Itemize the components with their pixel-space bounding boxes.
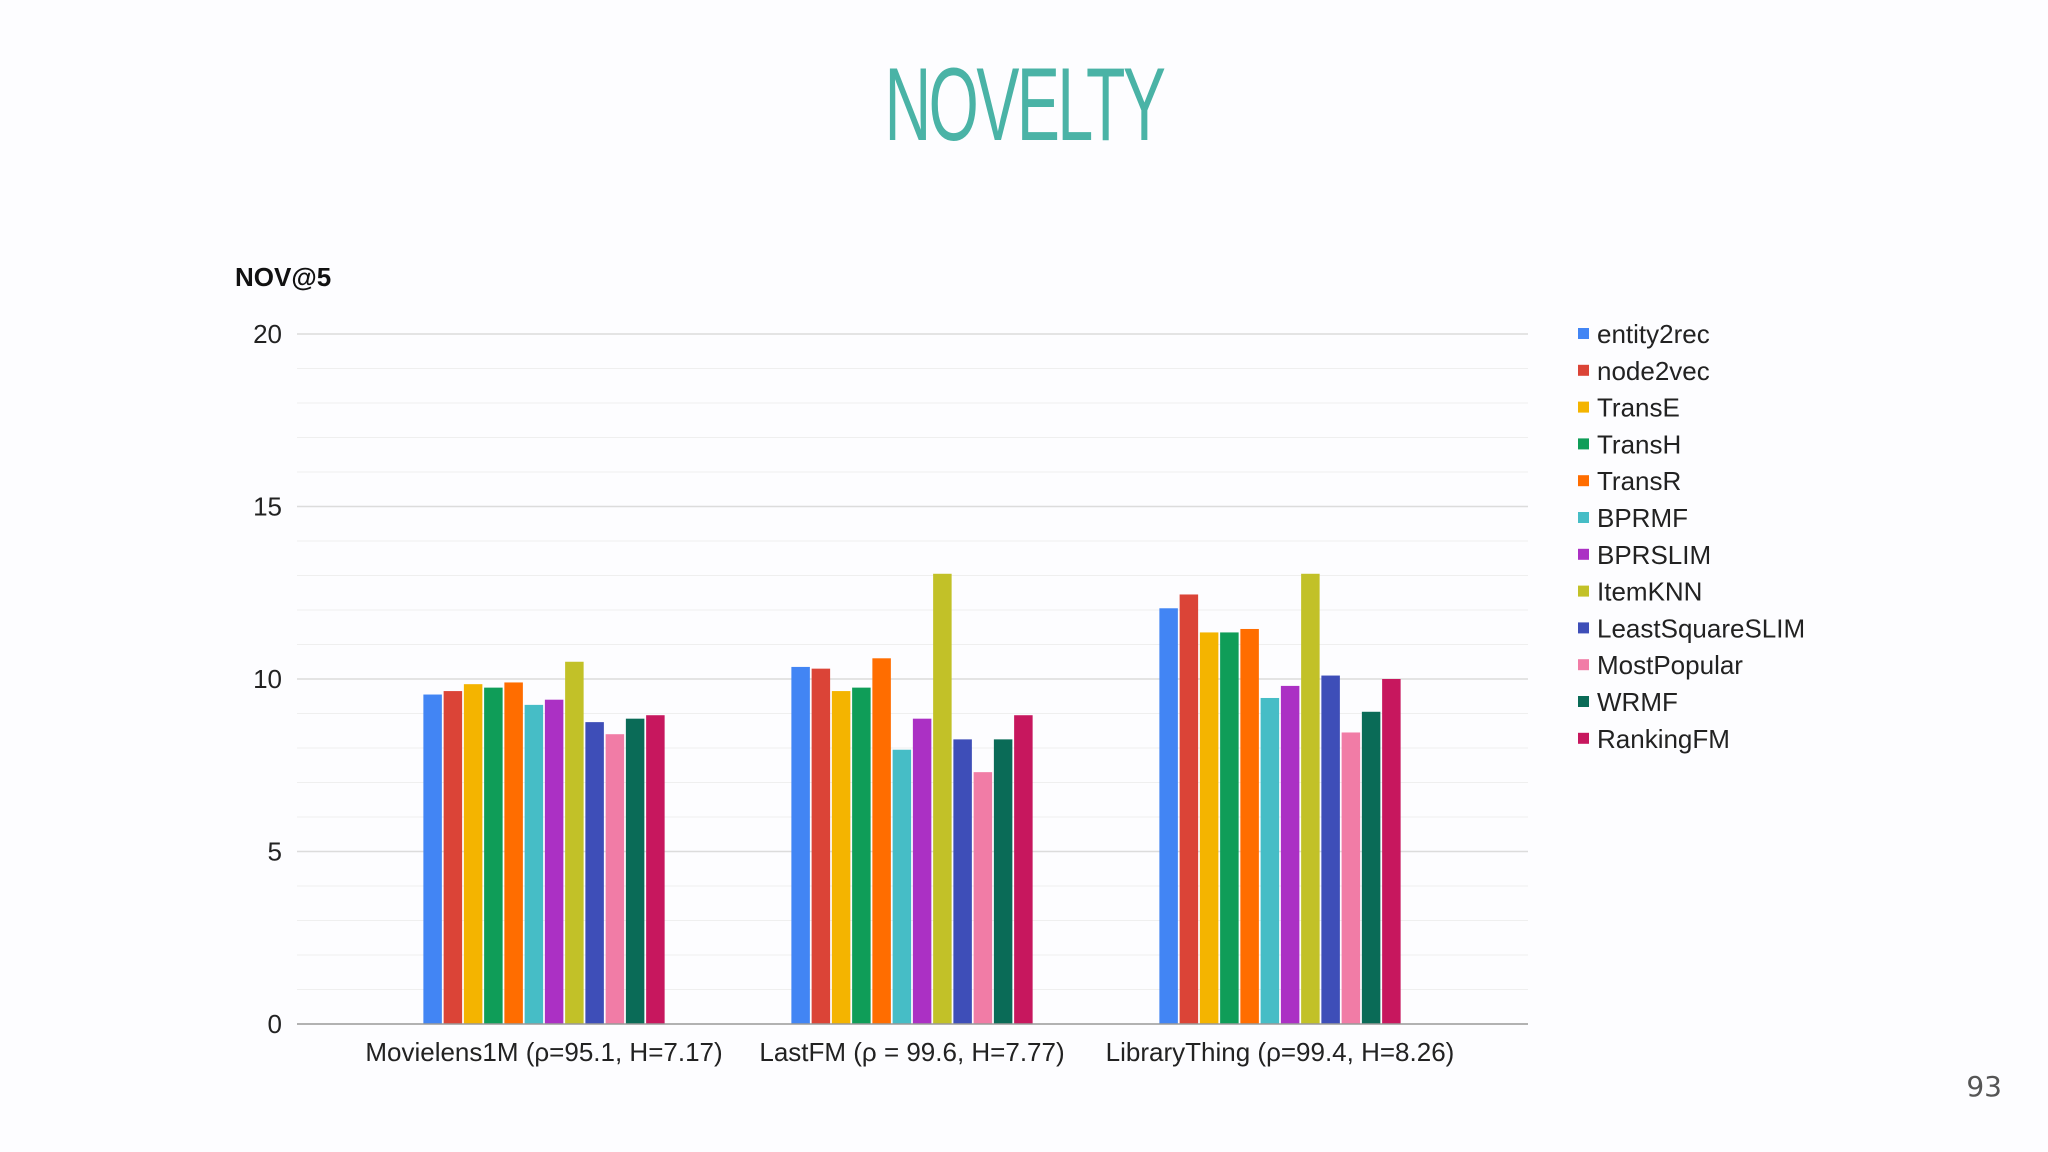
bar-mostpopular-3 (1341, 732, 1361, 1024)
bar-bprmf-2 (892, 749, 912, 1024)
legend-swatch (1578, 475, 1589, 487)
bar-bprslim-1 (544, 699, 564, 1024)
bar-leastsquareslim-1 (585, 722, 604, 1024)
legend-swatch (1578, 438, 1589, 450)
bar-itemknn-2 (933, 573, 952, 1024)
bar-bprslim-2 (912, 718, 932, 1024)
legend-label: BPRMF (1597, 503, 1688, 533)
bar-transh-1 (484, 687, 503, 1024)
legend-label: WRMF (1597, 687, 1678, 717)
bar-rankingfm-1 (646, 715, 665, 1024)
bar-wrmf-3 (1361, 711, 1381, 1024)
y-tick-label: 15 (253, 492, 282, 522)
legend-label: ItemKNN (1597, 577, 1702, 607)
legend: entity2rec node2vec TransE TransH TransR BPRM… (1578, 319, 1805, 754)
bar-node2vec-1 (443, 691, 463, 1024)
bar-itemknn-1 (565, 661, 584, 1024)
bar-wrmf-1 (625, 718, 645, 1024)
legend-label: RankingFM (1597, 724, 1730, 754)
bar-bprmf-1 (524, 704, 544, 1024)
bar-transh-3 (1220, 632, 1239, 1024)
bar-rankingfm-2 (1014, 715, 1033, 1024)
y-tick-label: 5 (268, 837, 282, 867)
bar-leastsquareslim-3 (1321, 675, 1340, 1024)
bars (423, 573, 1401, 1024)
legend-label: TransE (1597, 393, 1680, 423)
bar-transe-2 (831, 691, 851, 1024)
bar-transr-3 (1240, 628, 1259, 1024)
legend-swatch (1578, 732, 1589, 744)
y-tick-label: 20 (253, 319, 282, 349)
bar-entity2rec-3 (1159, 608, 1178, 1024)
y-tick-label: 10 (253, 664, 282, 694)
bar-mostpopular-2 (973, 772, 993, 1024)
legend-label: LeastSquareSLIM (1597, 613, 1805, 643)
legend-swatch (1578, 401, 1589, 413)
bar-bprmf-3 (1260, 697, 1280, 1024)
legend-label: BPRSLIM (1597, 540, 1711, 570)
x-tick-labels: Movielens1M (ρ=95.1, H=7.17) LastFM (ρ = … (365, 1037, 1454, 1067)
bar-itemknn-3 (1301, 573, 1320, 1024)
bar-rankingfm-3 (1382, 679, 1401, 1024)
bar-transe-1 (463, 684, 483, 1024)
legend-swatch (1578, 548, 1589, 560)
bar-wrmf-2 (993, 739, 1013, 1024)
legend-swatch (1578, 622, 1589, 634)
legend-label: TransH (1597, 429, 1681, 459)
bar-entity2rec-1 (423, 694, 442, 1024)
y-tick-label: 0 (268, 1009, 282, 1039)
page-number: 93 (1966, 1070, 2002, 1103)
bar-transr-1 (504, 682, 523, 1024)
bar-transh-2 (852, 687, 871, 1024)
slide-title: NOVELTY (884, 47, 1166, 163)
bar-node2vec-2 (811, 668, 831, 1024)
legend-label: TransR (1597, 466, 1681, 496)
bar-mostpopular-1 (605, 734, 625, 1024)
bar-transe-3 (1199, 632, 1219, 1024)
bar-transr-2 (872, 658, 891, 1024)
bar-node2vec-3 (1179, 594, 1199, 1024)
bar-leastsquareslim-2 (953, 739, 972, 1024)
legend-swatch (1578, 364, 1589, 376)
y-tick-labels: 0 5 10 15 20 (253, 319, 282, 1039)
legend-swatch (1578, 585, 1589, 597)
x-tick-label: Movielens1M (ρ=95.1, H=7.17) (365, 1037, 722, 1067)
y-axis-label: NOV@5 (235, 262, 331, 292)
bar-entity2rec-2 (791, 666, 810, 1024)
legend-swatch (1578, 696, 1589, 707)
x-tick-label: LastFM (ρ = 99.6, H=7.77) (759, 1037, 1064, 1067)
x-tick-label: LibraryThing (ρ=99.4, H=8.26) (1106, 1037, 1455, 1067)
legend-label: entity2rec (1597, 319, 1710, 349)
legend-swatch (1578, 512, 1589, 523)
legend-swatch (1578, 328, 1589, 339)
bar-bprslim-3 (1280, 685, 1300, 1024)
legend-swatch (1578, 659, 1589, 671)
legend-label: node2vec (1597, 356, 1710, 386)
legend-label: MostPopular (1597, 650, 1743, 680)
